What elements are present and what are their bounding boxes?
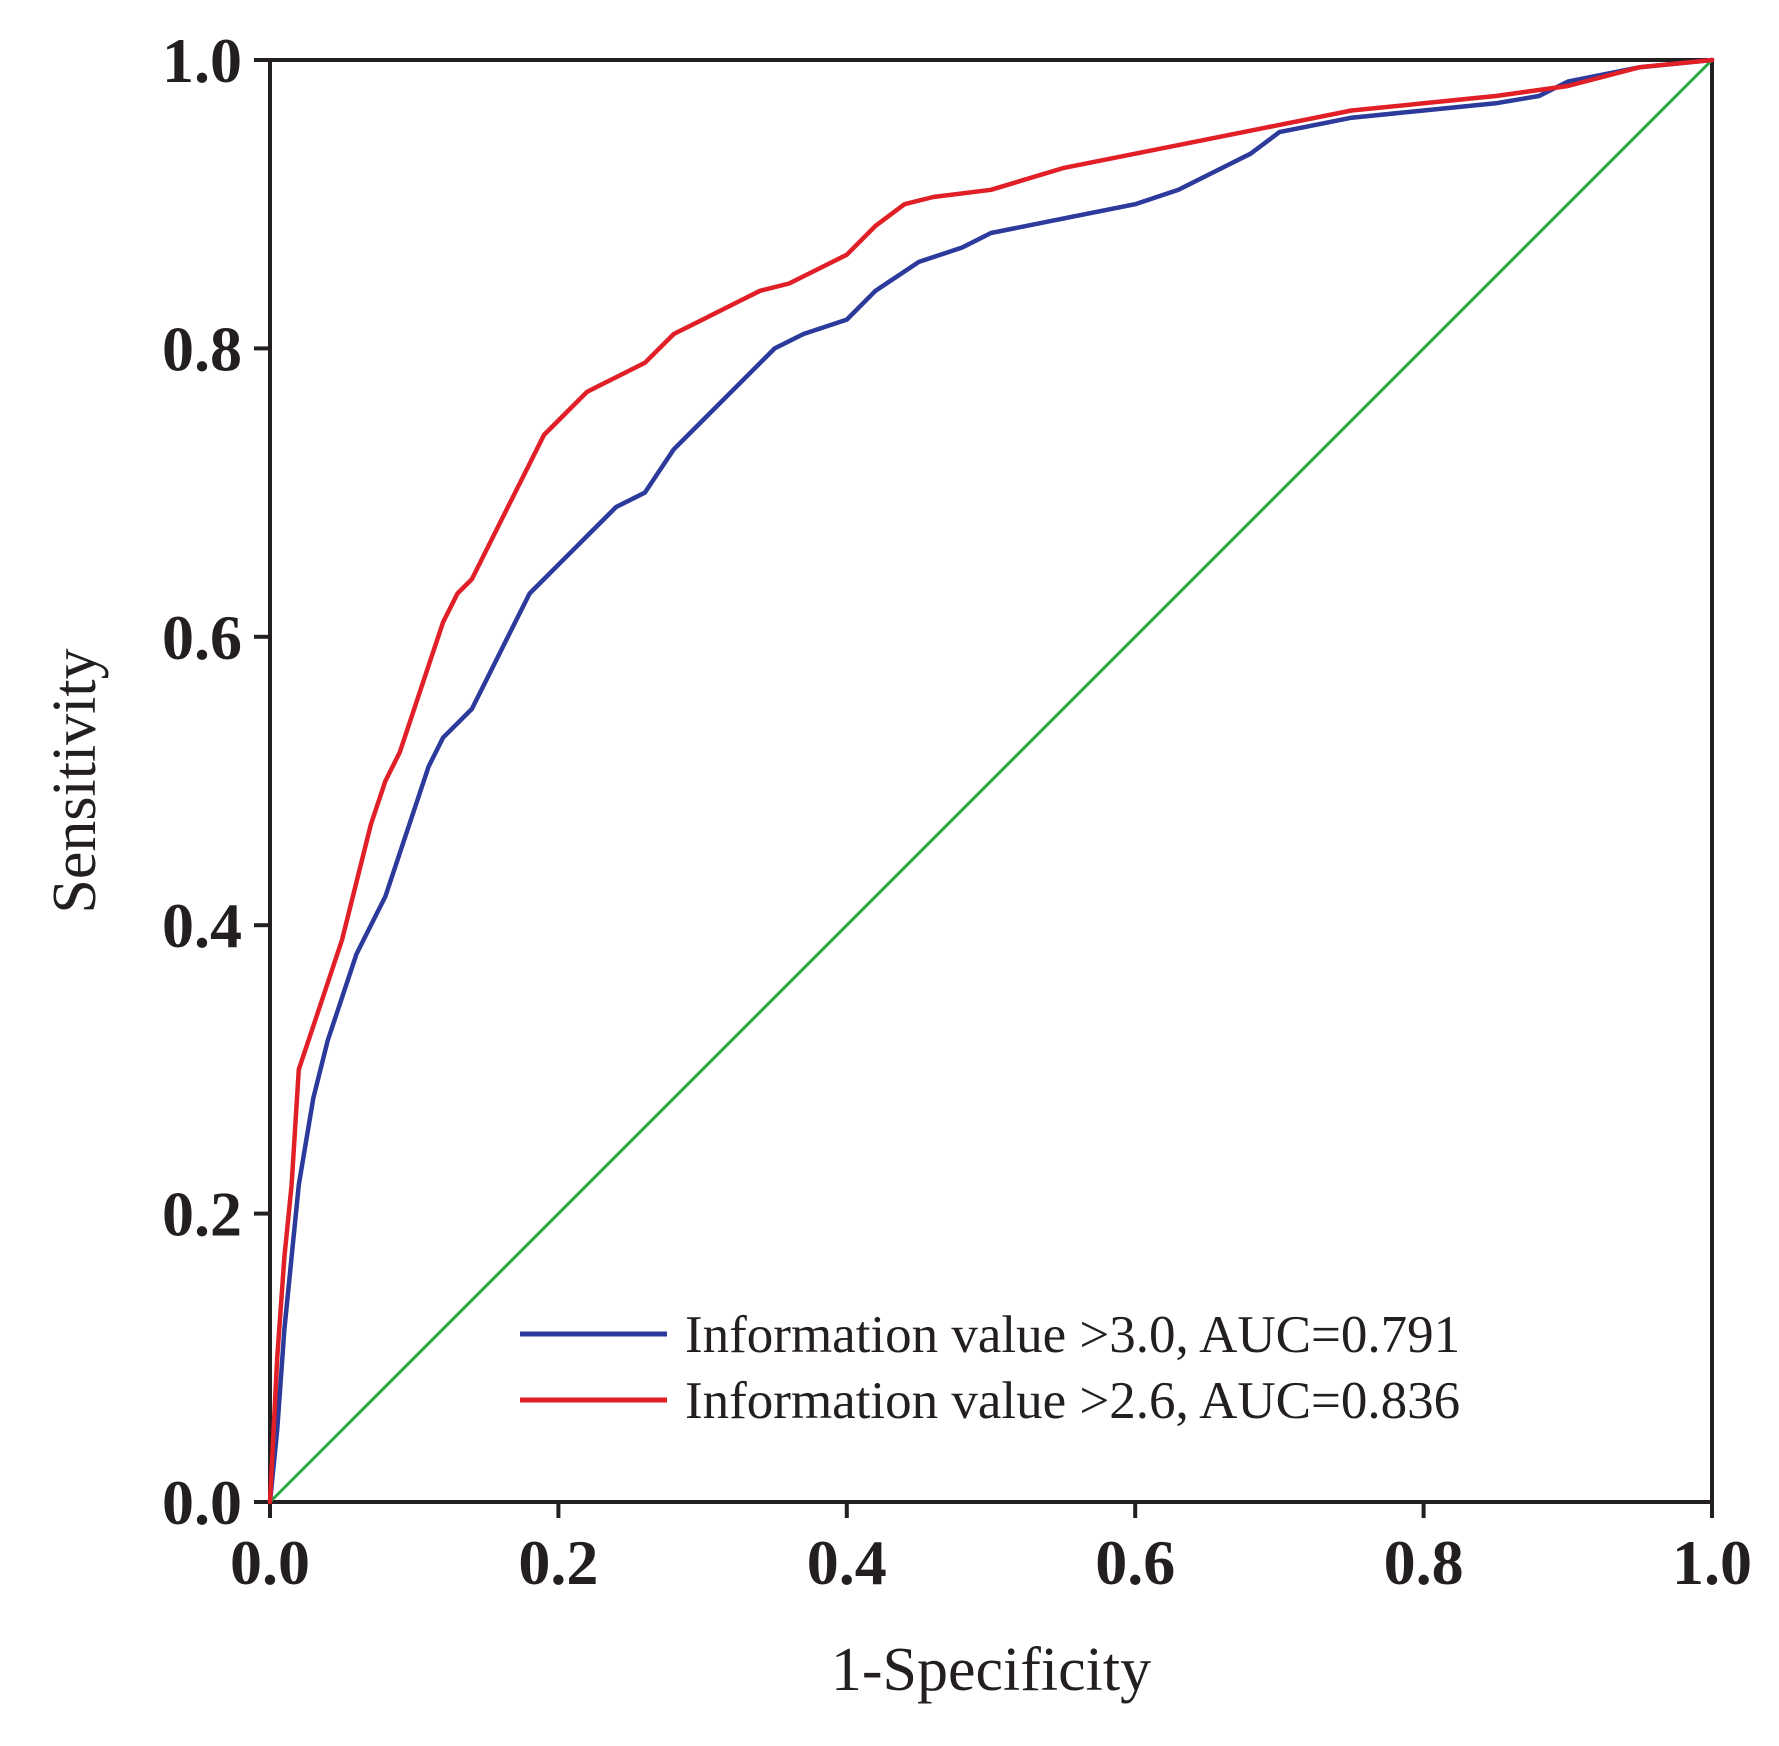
x-tick-label: 0.2: [518, 1527, 598, 1598]
y-tick-label: 0.0: [162, 1467, 242, 1538]
x-tick-label: 1.0: [1672, 1527, 1752, 1598]
legend: Information value >3.0, AUC=0.791 Informa…: [520, 1306, 1460, 1430]
y-axis-ticks: 0.0 0.2 0.4 0.6 0.8 1.0: [162, 25, 270, 1538]
x-axis-title: 1-Specificity: [831, 1636, 1151, 1704]
x-tick-label: 0.8: [1384, 1527, 1464, 1598]
series-layer: [267, 57, 1715, 1505]
y-axis-title: Sensitivity: [41, 648, 109, 913]
series-line-iv-3-0: [267, 57, 1715, 1505]
series-line-iv-2-6: [267, 57, 1715, 1505]
legend-label: Information value >3.0, AUC=0.791: [685, 1306, 1460, 1364]
y-tick-label: 0.4: [162, 890, 242, 961]
plot-frame: [268, 58, 1714, 1504]
y-tick-label: 0.8: [162, 313, 242, 384]
x-tick-label: 0.0: [230, 1527, 310, 1598]
legend-label: Information value >2.6, AUC=0.836: [685, 1372, 1460, 1430]
y-tick-label: 0.6: [162, 602, 242, 673]
y-tick-label: 0.2: [162, 1179, 242, 1250]
y-tick-label: 1.0: [162, 25, 242, 96]
x-tick-label: 0.4: [807, 1527, 887, 1598]
x-axis-ticks: 0.0 0.2 0.4 0.6 0.8 1.0: [230, 1502, 1752, 1598]
reference-diagonal-line: [268, 58, 1714, 1504]
x-tick-label: 0.6: [1095, 1527, 1175, 1598]
